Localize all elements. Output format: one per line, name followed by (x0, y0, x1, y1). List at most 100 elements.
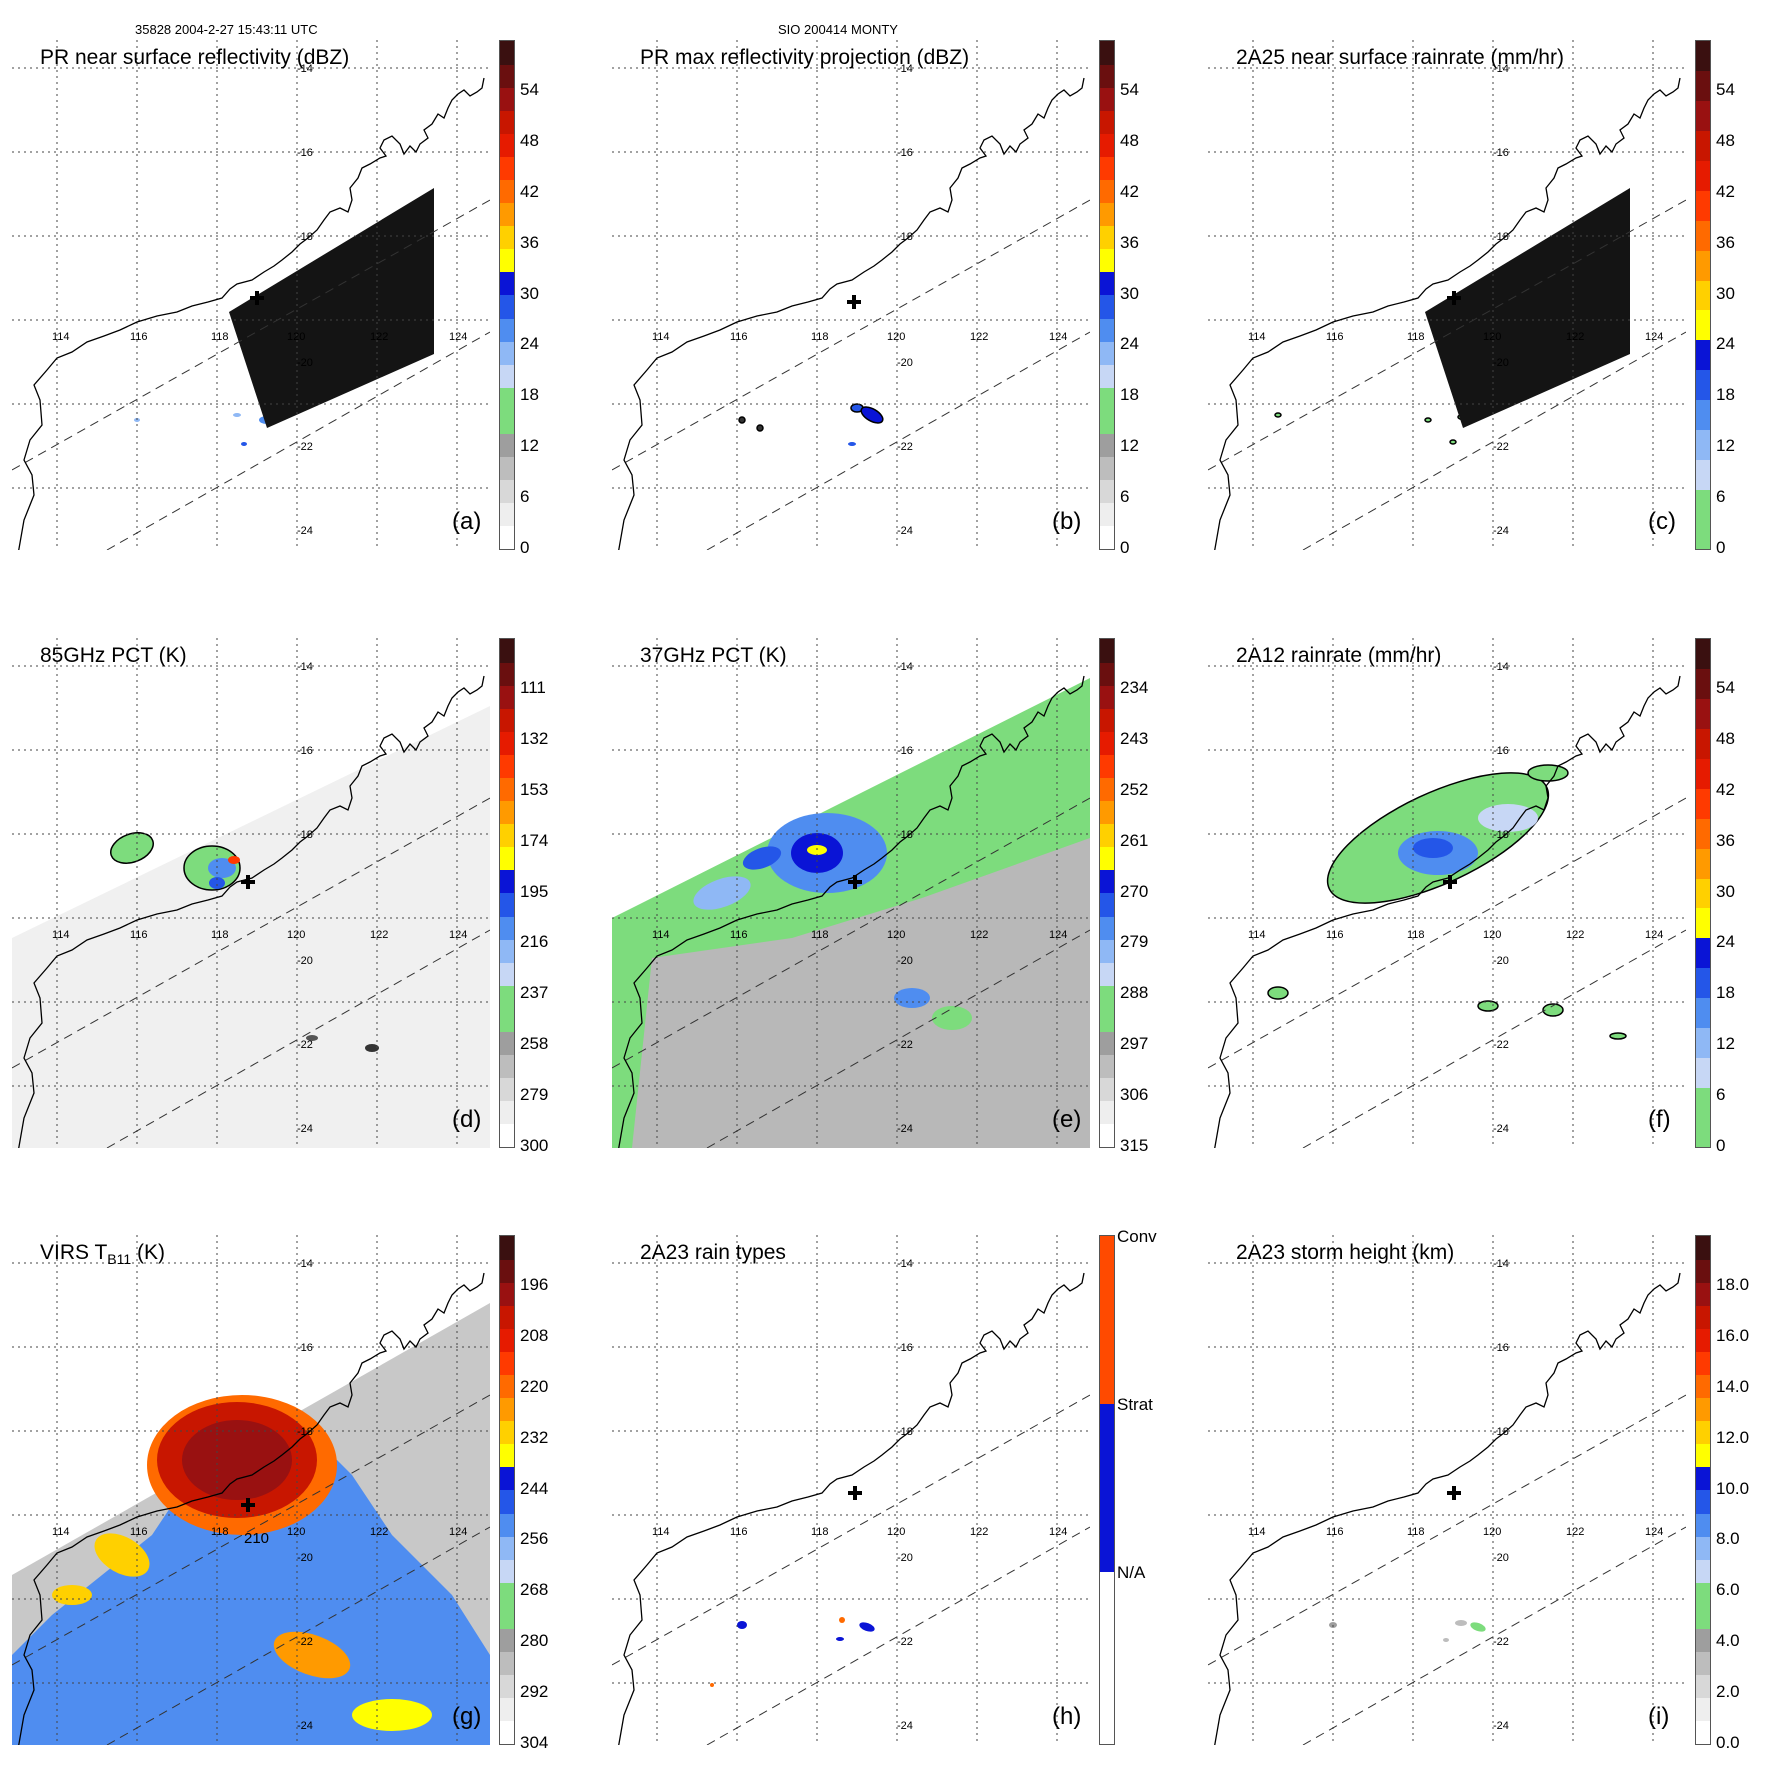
panel-label: (f) (1648, 1106, 1671, 1133)
colorbar (499, 1235, 515, 1745)
colorbar-segment (1100, 271, 1114, 296)
lat-tick-16: -16 (897, 147, 913, 159)
colorbar-segment (1100, 133, 1114, 157)
echo-cell (860, 406, 884, 424)
echo-cell (1267, 986, 1289, 1000)
colorbar-segment (1100, 731, 1114, 755)
colorbar-segment (1100, 1100, 1114, 1125)
echo-cell (273, 1631, 351, 1679)
colorbar-tick: 54 (1120, 80, 1139, 99)
map-ticks: 114 116 118 120 122 124 -14 -16 -18 -20 -22 -24 (1248, 63, 1663, 537)
echo-cell (848, 442, 856, 446)
lon-tick-122: 122 (970, 929, 988, 941)
lon-tick-116: 116 (730, 1526, 748, 1538)
panel-title: PR max reflectivity projection (dBZ) (640, 46, 970, 69)
colorbar-segment (500, 248, 514, 273)
lon-tick-122: 122 (970, 331, 988, 343)
colorbar-tick: 252 (1120, 779, 1149, 799)
graticule (1208, 1235, 1686, 1745)
swath-edges (612, 199, 1090, 550)
colorbar-tick: 279 (1120, 932, 1149, 952)
colorbar-segment (500, 1697, 514, 1722)
colorbar-segment (500, 1374, 514, 1399)
lon-tick-118: 118 (811, 929, 829, 941)
map-i: 114 116 118 120 122 124 -14 -16 -18 -20 -22 -24 (1208, 1235, 1686, 1745)
panel-h: 114 116 118 120 122 124 -14 -16 -18 -20 -22 -24 2A23… (612, 1227, 1157, 1771)
colorbar-segment (500, 364, 514, 388)
colorbar-segment (1696, 967, 1710, 999)
colorbar-segment (1696, 728, 1710, 760)
colorbar-segment (500, 87, 514, 111)
colorbar-tick: 48 (1716, 728, 1735, 748)
colorbar-tick: 30 (520, 283, 539, 303)
colorbar-tick: 232 (520, 1427, 549, 1447)
panel-label: (i) (1648, 1703, 1670, 1730)
lon-tick-116: 116 (130, 929, 148, 941)
lat-tick-16: -16 (297, 147, 313, 159)
colorbar-segment (1100, 479, 1114, 504)
colorbar-segment (1696, 1328, 1710, 1352)
echo-cell (1443, 1638, 1449, 1642)
lon-tick-122: 122 (970, 1526, 988, 1538)
colorbar-tick: 306 (1120, 1085, 1149, 1105)
colorbar-segment (500, 1443, 514, 1468)
colorbar-tick: 195 (520, 881, 549, 901)
colorbar-tick: 18 (520, 385, 539, 405)
colorbar-tick: 6 (1716, 487, 1726, 507)
panel-label: (d) (452, 1106, 482, 1133)
colorbar (1695, 40, 1711, 550)
colorbar-segment (1696, 1057, 1710, 1088)
lat-tick-24: -24 (897, 1720, 913, 1732)
colorbar-segment (500, 1008, 514, 1033)
lon-tick-124: 124 (1645, 1526, 1663, 1538)
colorbar-segment (500, 1077, 514, 1102)
map-ticks: 114 116 118 120 122 124 -14 -16 -18 -20 -22 -24 (1248, 1258, 1663, 1732)
lat-tick-22: -22 (897, 1636, 913, 1648)
echo-cell (742, 846, 782, 870)
colorbar-segment (1696, 160, 1710, 191)
echo-cell (365, 1044, 379, 1052)
panel-title: 2A23 storm height (km) (1236, 1241, 1455, 1264)
colorbar-segment (1696, 1628, 1710, 1653)
lat-tick-18: -18 (297, 829, 313, 841)
echo-cell (209, 877, 225, 889)
colorbar-segment (1696, 1282, 1710, 1306)
lat-tick-14: -14 (897, 63, 913, 75)
colorbar-tick: 14.0 (1716, 1376, 1750, 1396)
panel-b: 114 116 118 120 122 124 -14 -16 -18 -20 -22 -24 PR m… (612, 40, 1139, 580)
lat-tick-20: -20 (1493, 1552, 1509, 1564)
graticule (1208, 638, 1686, 1148)
colorbar-tick: 244 (520, 1478, 549, 1498)
colorbar-segment (1100, 341, 1114, 365)
colorbar-tick: 0 (1120, 538, 1130, 557)
colorbar-tick: 12.0 (1716, 1427, 1750, 1447)
colorbar-segment (1100, 893, 1114, 917)
lon-tick-118: 118 (811, 331, 829, 343)
colorbar-tick: 174 (520, 830, 549, 850)
colorbar-segment (500, 777, 514, 802)
colorbar-segment (500, 639, 514, 663)
colorbar-segment (1696, 1697, 1710, 1722)
lon-tick-124: 124 (1049, 331, 1067, 343)
colorbar-segment (1100, 708, 1114, 732)
colorbar-tick: 288 (1120, 983, 1149, 1003)
colorbar-segment (1696, 1236, 1710, 1260)
coastline (618, 1272, 1085, 1745)
panel-title: 2A12 rainrate (mm/hr) (1236, 644, 1442, 667)
colorbar-tick: 36 (1716, 232, 1735, 252)
colorbar-segment (1696, 70, 1710, 102)
colorbar-segment (1696, 788, 1710, 819)
colorbar-tick: 256 (520, 1529, 549, 1549)
colorbar (1099, 1235, 1115, 1745)
echo-cell (1455, 1620, 1467, 1626)
lon-tick-114: 114 (1248, 929, 1266, 941)
colorbar-segment (1696, 758, 1710, 789)
colorbar-tick: 54 (520, 80, 539, 99)
echo-cell (306, 1035, 318, 1041)
lon-tick-118: 118 (1407, 331, 1425, 343)
echo-cell (738, 416, 746, 424)
colorbar-segment (1696, 997, 1710, 1028)
lon-tick-114: 114 (52, 331, 70, 343)
colorbar-segment (500, 225, 514, 250)
map-h: 114 116 118 120 122 124 -14 -16 -18 -20 -22 -24 (612, 1235, 1090, 1745)
